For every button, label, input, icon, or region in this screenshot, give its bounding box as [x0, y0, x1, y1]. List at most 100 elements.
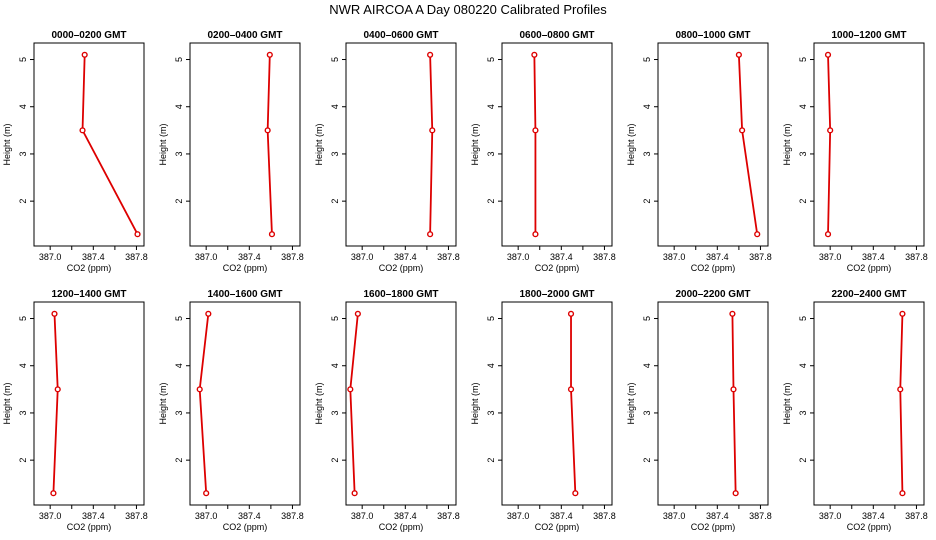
y-tick-label: 3 — [642, 151, 652, 156]
y-tick-label: 2 — [330, 458, 340, 463]
series-line — [827, 54, 832, 235]
data-point — [572, 490, 579, 497]
x-axis-label: CO2 (ppm) — [223, 522, 268, 532]
data-point — [735, 51, 742, 58]
x-tick-label: 387.0 — [195, 511, 218, 521]
x-axis-label: CO2 (ppm) — [67, 263, 112, 273]
y-tick-label: 4 — [798, 363, 808, 368]
x-tick-label: 387.0 — [351, 511, 374, 521]
panel-5: 0800–1000 GMT 387.0 387.4 387.8 2 3 4 5 CO2 (ppm… — [626, 30, 772, 273]
data-point — [739, 127, 746, 134]
panels: 0000–0200 GMT 387.0 387.4 387.8 2 3 4 5 CO2 (ppm… — [2, 30, 928, 532]
y-axis-label: Height (m) — [314, 382, 324, 424]
series-line — [52, 313, 59, 494]
data-point — [351, 490, 358, 497]
y-tick-label: 4 — [642, 104, 652, 109]
panel-title: 1800–2000 GMT — [519, 289, 594, 300]
y-tick-label: 4 — [174, 104, 184, 109]
y-tick-label: 3 — [798, 151, 808, 156]
y-tick-label: 2 — [174, 458, 184, 463]
series-line — [570, 313, 577, 494]
y-tick-label: 2 — [642, 199, 652, 204]
data-point — [427, 231, 434, 238]
y-axis-label: Height (m) — [158, 123, 168, 165]
panel-1: 0000–0200 GMT 387.0 387.4 387.8 2 3 4 5 CO2 (ppm… — [2, 30, 148, 273]
y-axis-label: Height (m) — [470, 382, 480, 424]
y-tick-label: 5 — [486, 316, 496, 321]
x-tick-label: 387.8 — [437, 252, 460, 262]
x-tick-label: 387.8 — [281, 252, 304, 262]
panel-title: 1000–1200 GMT — [831, 30, 906, 41]
y-tick-label: 4 — [642, 363, 652, 368]
data-point — [732, 490, 739, 497]
plot-frame — [501, 301, 613, 506]
data-point — [567, 386, 575, 393]
panel-2: 0200–0400 GMT 387.0 387.4 387.8 2 3 4 5 CO2 (ppm… — [158, 30, 304, 273]
y-tick-label: 3 — [486, 151, 496, 156]
x-tick-label: 387.4 — [394, 511, 417, 521]
y-tick-label: 5 — [18, 316, 28, 321]
panel-title: 0600–0800 GMT — [519, 30, 594, 41]
y-axis-label: Height (m) — [2, 123, 12, 165]
data-point — [354, 310, 361, 317]
x-axis-label: CO2 (ppm) — [847, 263, 892, 273]
y-tick-label: 4 — [18, 363, 28, 368]
x-tick-label: 387.8 — [125, 511, 148, 521]
data-point — [532, 231, 539, 238]
data-point — [899, 310, 906, 317]
x-tick-label: 387.0 — [663, 252, 686, 262]
series-line — [899, 313, 904, 494]
panel-9: 1600–1800 GMT 387.0 387.4 387.8 2 3 4 5 CO2 (ppm… — [314, 289, 460, 532]
x-tick-label: 387.8 — [749, 511, 772, 521]
x-tick-label: 387.4 — [550, 511, 573, 521]
x-tick-label: 387.4 — [550, 252, 573, 262]
x-tick-label: 387.4 — [238, 252, 261, 262]
series-line — [198, 313, 210, 494]
x-axis-label: CO2 (ppm) — [67, 522, 112, 532]
y-axis-label: Height (m) — [626, 382, 636, 424]
x-tick-label: 387.0 — [663, 511, 686, 521]
panel-3: 0400–0600 GMT 387.0 387.4 387.8 2 3 4 5 CO2 (ppm… — [314, 30, 460, 273]
x-tick-label: 387.0 — [819, 511, 842, 521]
data-point — [134, 231, 141, 238]
panel-title: 2200–2400 GMT — [831, 289, 906, 300]
x-tick-label: 387.8 — [125, 252, 148, 262]
y-tick-label: 2 — [174, 199, 184, 204]
y-tick-label: 4 — [330, 363, 340, 368]
data-point — [899, 490, 906, 497]
data-point — [264, 127, 271, 134]
y-tick-label: 4 — [18, 104, 28, 109]
plot-frame — [189, 42, 301, 247]
x-tick-label: 387.0 — [195, 252, 218, 262]
panel-title: 0800–1000 GMT — [675, 30, 750, 41]
y-tick-label: 4 — [174, 363, 184, 368]
y-axis-label: Height (m) — [470, 123, 480, 165]
data-point — [203, 490, 210, 497]
panel-12: 2200–2400 GMT 387.0 387.4 387.8 2 3 4 5 CO2 (ppm… — [782, 289, 928, 532]
data-point — [54, 386, 61, 393]
data-point — [567, 310, 575, 317]
plot-frame — [813, 301, 925, 506]
x-tick-label: 387.8 — [593, 252, 616, 262]
data-point — [50, 490, 57, 497]
data-point — [532, 127, 539, 134]
data-point — [754, 231, 761, 238]
x-tick-label: 387.8 — [437, 511, 460, 521]
y-tick-label: 5 — [18, 57, 28, 62]
x-axis-label: CO2 (ppm) — [223, 263, 268, 273]
panel-title: 2000–2200 GMT — [675, 289, 750, 300]
y-tick-label: 2 — [18, 458, 28, 463]
y-tick-label: 5 — [642, 57, 652, 62]
x-tick-label: 387.4 — [862, 511, 885, 521]
y-tick-label: 5 — [642, 316, 652, 321]
series-line — [266, 54, 273, 235]
x-tick-label: 387.8 — [593, 511, 616, 521]
y-tick-label: 2 — [330, 199, 340, 204]
data-point — [827, 127, 834, 134]
x-axis-label: CO2 (ppm) — [847, 522, 892, 532]
x-axis-label: CO2 (ppm) — [379, 263, 424, 273]
data-point — [268, 231, 276, 238]
y-axis-label: Height (m) — [782, 123, 792, 165]
data-point — [427, 51, 434, 58]
